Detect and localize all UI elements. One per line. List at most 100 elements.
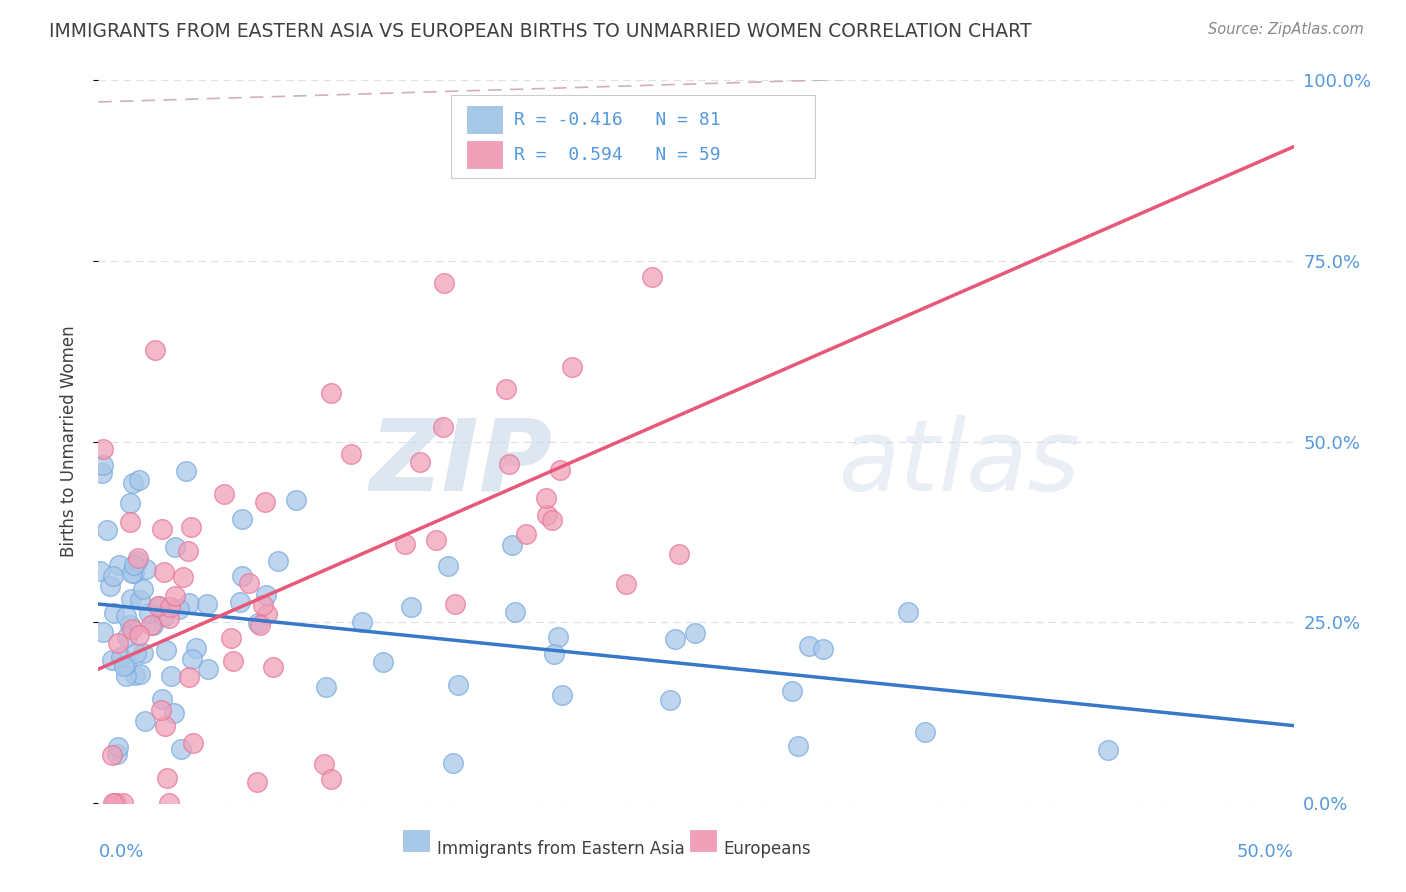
Point xyxy=(174,464,197,478)
FancyBboxPatch shape xyxy=(451,95,815,178)
Point xyxy=(447,678,470,692)
Point xyxy=(115,669,138,683)
Point xyxy=(124,558,146,573)
Point xyxy=(262,660,284,674)
Point xyxy=(120,496,142,510)
Point xyxy=(319,772,342,786)
Point xyxy=(107,558,129,572)
Point xyxy=(495,383,517,397)
Point xyxy=(314,756,336,771)
Point xyxy=(180,652,202,666)
Point xyxy=(135,561,157,575)
Point xyxy=(91,458,114,472)
Point xyxy=(150,703,173,717)
Point xyxy=(165,540,187,554)
Point xyxy=(107,740,129,755)
Point xyxy=(249,617,271,632)
Point xyxy=(1097,743,1119,757)
Point xyxy=(91,466,114,480)
Text: Source: ZipAtlas.com: Source: ZipAtlas.com xyxy=(1208,22,1364,37)
Point xyxy=(180,520,202,534)
Point xyxy=(100,748,122,763)
Point xyxy=(254,495,277,509)
Point xyxy=(127,550,149,565)
Text: atlas: atlas xyxy=(839,415,1081,512)
Point xyxy=(614,576,637,591)
Point xyxy=(101,796,124,810)
Point xyxy=(114,659,136,673)
Point xyxy=(91,624,114,639)
Point xyxy=(153,609,176,624)
Bar xyxy=(467,106,502,134)
Point xyxy=(222,654,245,668)
Point xyxy=(266,554,288,568)
Text: Europeans: Europeans xyxy=(724,840,811,858)
Point xyxy=(125,646,148,660)
Point xyxy=(177,670,200,684)
Point xyxy=(103,606,125,620)
Point xyxy=(797,639,820,653)
Point xyxy=(441,756,464,771)
Point xyxy=(96,523,118,537)
Point xyxy=(138,607,160,621)
Point xyxy=(101,653,124,667)
Point xyxy=(284,492,307,507)
Point xyxy=(433,276,456,290)
Y-axis label: Births to Unmarried Women: Births to Unmarried Women xyxy=(59,326,77,558)
Point xyxy=(498,457,520,471)
Point xyxy=(561,360,583,375)
Point xyxy=(668,547,690,561)
Text: R =  0.594   N = 59: R = 0.594 N = 59 xyxy=(515,145,721,163)
Point xyxy=(98,578,121,592)
Point xyxy=(425,533,447,547)
Point xyxy=(197,662,219,676)
Point xyxy=(122,476,145,491)
Point xyxy=(786,739,808,754)
Point xyxy=(157,796,180,810)
Point xyxy=(142,617,165,632)
Point xyxy=(664,632,686,647)
Point xyxy=(811,642,834,657)
Text: 50.0%: 50.0% xyxy=(1237,843,1294,861)
Point xyxy=(256,607,278,622)
Point xyxy=(155,643,177,657)
Point xyxy=(101,569,124,583)
Point xyxy=(436,559,458,574)
Bar xyxy=(404,830,429,851)
Point xyxy=(897,606,920,620)
Point xyxy=(105,747,128,762)
Point xyxy=(181,736,204,750)
Point xyxy=(212,486,235,500)
Point xyxy=(515,527,537,541)
Point xyxy=(238,576,260,591)
Point xyxy=(148,599,170,614)
Text: 0.0%: 0.0% xyxy=(98,843,143,861)
Point xyxy=(177,596,200,610)
Point xyxy=(153,719,176,733)
Point xyxy=(167,602,190,616)
Point xyxy=(110,649,132,664)
Point xyxy=(195,598,218,612)
Bar xyxy=(690,830,716,851)
Point xyxy=(231,569,253,583)
Point xyxy=(501,538,523,552)
Point xyxy=(89,564,111,578)
Point xyxy=(104,796,127,810)
Point xyxy=(115,630,138,644)
Point xyxy=(254,588,277,602)
Point xyxy=(153,566,176,580)
Point xyxy=(114,609,136,624)
Point xyxy=(124,668,146,682)
Point xyxy=(780,684,803,698)
Point xyxy=(219,631,242,645)
Point xyxy=(131,647,153,661)
Point xyxy=(131,582,153,596)
Point xyxy=(536,508,558,522)
Point xyxy=(120,591,142,606)
Point xyxy=(163,706,186,721)
Point xyxy=(683,626,706,640)
Point xyxy=(107,636,129,650)
Point xyxy=(127,553,149,567)
Point xyxy=(165,589,187,603)
Point xyxy=(352,615,374,630)
